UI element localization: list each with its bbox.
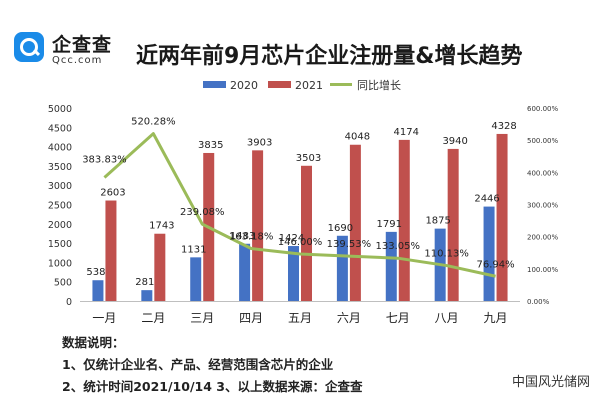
- x-tick-label: 三月: [190, 311, 214, 325]
- x-tick-label: 四月: [239, 311, 263, 325]
- y-tick-label: 4500: [48, 123, 72, 134]
- x-tick-label: 六月: [337, 311, 361, 325]
- y2-tick-label: 200.00%: [527, 234, 558, 242]
- label-2021-1: 1743: [149, 221, 174, 232]
- bar-2020-2: [190, 257, 202, 301]
- bar-2020-5: [336, 235, 348, 301]
- label-2021-8: 4328: [491, 121, 516, 132]
- label-2020-2: 1131: [181, 244, 206, 255]
- growth-label-8: 76.94%: [476, 259, 514, 270]
- watermark: 中国风光储网: [511, 375, 590, 390]
- notes-line-1: 1、仅统计企业名、产品、经营范围含芯片的企业: [62, 357, 334, 372]
- y-tick-label: 2500: [48, 201, 72, 212]
- growth-label-5: 139.53%: [327, 239, 372, 250]
- y-tick-label: 500: [54, 278, 72, 289]
- bar-2021-7: [447, 148, 459, 301]
- notes-line-2: 2、统计时间2021/10/14 3、以上数据来源：企查查: [62, 379, 363, 394]
- logo-name: 企查查: [52, 34, 113, 56]
- x-tick-label: 五月: [288, 311, 312, 325]
- label-2020-1: 281: [135, 277, 154, 288]
- y-tick-label: 3500: [48, 162, 72, 173]
- label-2021-4: 3503: [296, 153, 321, 164]
- label-2021-6: 4174: [394, 127, 419, 138]
- y2-tick-label: 400.00%: [527, 169, 558, 177]
- x-tick-label: 一月: [92, 311, 116, 325]
- legend-swatch-1: [268, 81, 291, 88]
- y2-tick-label: 100.00%: [527, 266, 558, 274]
- bar-2021-3: [252, 150, 264, 301]
- logo-url: Qcc.com: [52, 55, 103, 66]
- label-2020-5: 1690: [328, 223, 353, 234]
- bar-2020-1: [141, 290, 153, 301]
- bar-2020-3: [239, 243, 251, 301]
- y-tick-label: 4000: [48, 143, 72, 154]
- label-2020-4: 1424: [279, 233, 304, 244]
- magnifier-logo-icon: [14, 32, 44, 62]
- bar-2021-8: [496, 133, 508, 301]
- y-tick-label: 5000: [48, 104, 72, 115]
- qcc-logo: 企查查 Qcc.com: [14, 30, 132, 72]
- y-tick-label: 1500: [48, 239, 72, 250]
- label-2020-7: 1875: [425, 216, 450, 227]
- label-2020-6: 1791: [377, 219, 402, 230]
- bar-2021-6: [398, 139, 410, 301]
- label-2020-8: 2446: [474, 194, 499, 205]
- growth-label-3: 163.18%: [229, 232, 274, 243]
- bar-2021-0: [105, 200, 117, 301]
- notes-heading: 数据说明：: [62, 335, 125, 350]
- label-2021-3: 3903: [247, 137, 272, 148]
- chart-title: 近两年前9月芯片企业注册量&增长趋势: [136, 44, 523, 69]
- growth-label-2: 239.08%: [180, 207, 225, 218]
- y2-tick-label: 0.00%: [527, 298, 550, 306]
- bar-2020-4: [288, 246, 299, 301]
- growth-label-4: 146.00%: [278, 237, 323, 248]
- legend-label-0: 2020: [230, 79, 258, 92]
- growth-label-0: 383.83%: [82, 155, 127, 166]
- label-2021-2: 3835: [198, 140, 223, 151]
- bar-2021-5: [349, 144, 361, 301]
- label-2021-7: 3940: [442, 136, 467, 147]
- bar-2021-4: [301, 165, 312, 301]
- growth-label-1: 520.28%: [131, 117, 176, 128]
- legend-label-1: 2021: [295, 79, 323, 92]
- x-tick-label: 七月: [386, 311, 410, 325]
- x-tick-label: 二月: [141, 311, 165, 325]
- y-tick-label: 0: [66, 297, 72, 308]
- growth-label-7: 110.13%: [424, 249, 469, 260]
- bar-2020-6: [385, 231, 397, 301]
- label-2020-0: 538: [86, 267, 105, 278]
- bar-2021-1: [154, 233, 166, 301]
- data-notes: 数据说明： 1、仅统计企业名、产品、经营范围含芯片的企业 2、统计时间2021/…: [62, 332, 362, 398]
- x-tick-label: 八月: [435, 311, 459, 325]
- growth-line: [103, 132, 496, 278]
- y2-tick-label: 500.00%: [527, 137, 558, 145]
- legend-label-2: 同比增长: [357, 78, 401, 92]
- bar-2020-0: [92, 280, 104, 301]
- label-2021-5: 4048: [345, 132, 370, 143]
- growth-label-6: 133.05%: [376, 241, 421, 252]
- y-tick-label: 1000: [48, 258, 72, 269]
- y-tick-label: 3000: [48, 181, 72, 192]
- y-tick-label: 2000: [48, 220, 72, 231]
- label-2020-3: 1483: [230, 231, 255, 242]
- label-2021-0: 2603: [100, 188, 125, 199]
- bar-2020-8: [483, 206, 495, 301]
- y2-tick-label: 300.00%: [527, 202, 558, 210]
- y2-tick-label: 600.00%: [527, 105, 558, 113]
- x-tick-label: 九月: [484, 311, 508, 325]
- legend-swatch-0: [203, 81, 226, 88]
